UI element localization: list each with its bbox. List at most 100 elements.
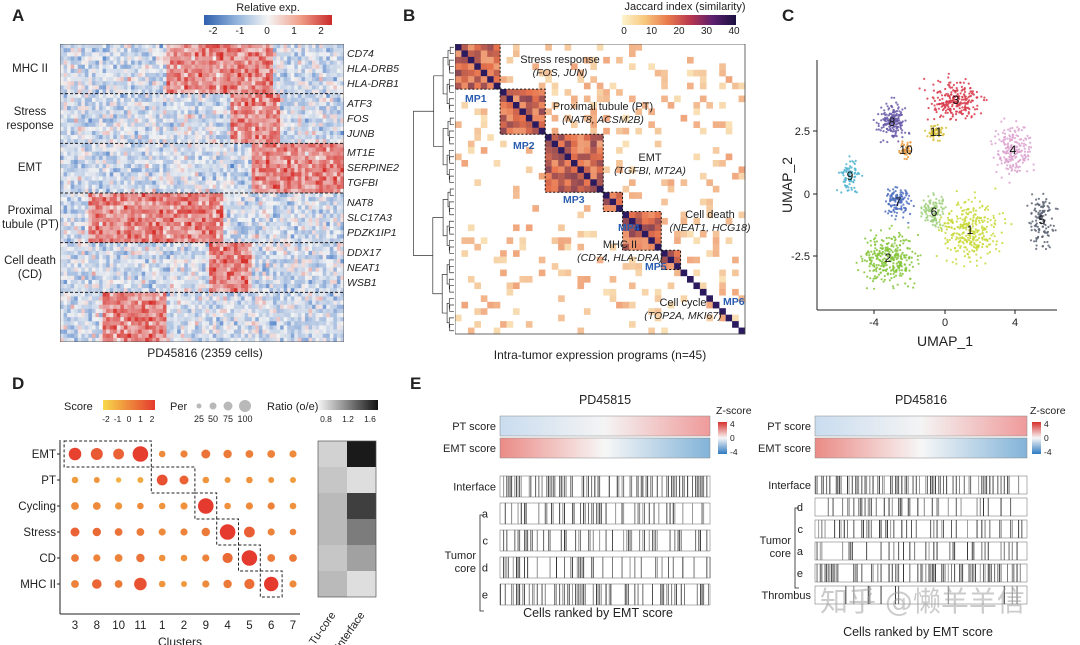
heatmap-cell (219, 60, 224, 65)
heatmap-cell (205, 226, 210, 231)
heatmap-cell (170, 246, 174, 252)
heatmap-cell (106, 296, 110, 301)
heatmap-cell (155, 130, 160, 136)
heatmap-cell (145, 275, 150, 281)
heatmap-cell (251, 184, 256, 190)
heatmap-cell (326, 135, 331, 140)
heatmap-cell (113, 147, 118, 152)
heatmap-cell (269, 292, 274, 297)
heatmap-cell (191, 188, 196, 194)
heatmap-cell (191, 234, 196, 239)
heatmap-cell (180, 155, 185, 161)
heatmap-cell (251, 81, 256, 86)
heatmap-cell (290, 151, 295, 157)
heatmap-cell (319, 77, 323, 82)
heatmap-cell (148, 246, 153, 252)
heatmap-cell (333, 184, 338, 190)
heatmap-cell (276, 184, 281, 190)
heatmap-cell (120, 56, 125, 61)
heatmap-cell (241, 292, 245, 297)
heatmap-cell (170, 139, 174, 144)
heatmap-cell (297, 292, 302, 297)
heatmap-cell (152, 180, 157, 186)
heatmap-cell (202, 56, 206, 61)
heatmap-cell (134, 77, 139, 82)
heatmap-cell (280, 85, 284, 90)
heatmap-cell (123, 246, 128, 252)
heatmap-cell (205, 126, 210, 132)
heatmap-cell (91, 126, 96, 132)
heatmap-cell (297, 164, 302, 169)
heatmap-cell (184, 296, 189, 301)
heatmap-cell (244, 122, 249, 128)
heatmap-cell (91, 255, 96, 260)
heatmap-cell (191, 106, 196, 111)
heatmap-cell (138, 60, 142, 65)
heatmap-cell (184, 106, 189, 111)
heatmap-cell (116, 56, 121, 61)
heatmap-cell (81, 147, 86, 152)
heatmap-cell (290, 101, 295, 107)
heatmap-cell (202, 118, 206, 123)
heatmap-cell (152, 188, 157, 194)
heatmap-cell (322, 68, 327, 74)
heatmap-cell (109, 296, 114, 301)
heatmap-cell (276, 213, 281, 219)
heatmap-cell (304, 275, 309, 281)
heatmap-cell (198, 164, 203, 169)
heatmap-cell (280, 143, 284, 148)
heatmap-cell (329, 60, 334, 65)
heatmap-cell (138, 85, 142, 90)
heatmap-cell (280, 60, 284, 65)
heatmap-cell (145, 172, 150, 177)
heatmap-cell (258, 296, 263, 301)
heatmap-cell (262, 180, 267, 186)
heatmap-cell (237, 184, 242, 190)
heatmap-cell (131, 279, 135, 285)
heatmap-cell (244, 255, 249, 260)
heatmap-cell (340, 122, 344, 128)
heatmap-cell (340, 97, 344, 103)
heatmap-cell (148, 164, 153, 169)
heatmap-cell (333, 85, 338, 90)
heatmap-cell (315, 164, 320, 169)
heatmap-cell (155, 68, 160, 74)
heatmap-cell (308, 292, 313, 297)
heatmap-cell (134, 246, 139, 252)
heatmap-cell (287, 267, 292, 272)
heatmap-cell (187, 275, 192, 281)
heatmap-cell (340, 135, 344, 140)
heatmap-cell (290, 271, 295, 277)
heatmap-cell (74, 52, 79, 57)
heatmap-cell (131, 250, 135, 256)
heatmap-cell (209, 64, 213, 70)
heatmap-cell (212, 93, 217, 99)
heatmap-cell (74, 139, 79, 144)
heatmap-cell (226, 246, 231, 252)
heatmap-cell (233, 255, 238, 260)
heatmap-cell (81, 255, 86, 260)
heatmap-cell (148, 126, 153, 132)
heatmap-cell (340, 126, 344, 132)
heatmap-cell (166, 155, 171, 161)
heatmap-cell (191, 259, 196, 264)
heatmap-cell (148, 114, 153, 119)
heatmap-cell (301, 77, 306, 82)
heatmap-cell (152, 85, 157, 90)
heatmap-cell (148, 197, 153, 202)
heatmap-cell (265, 122, 270, 128)
heatmap-cell (177, 93, 181, 99)
heatmap-cell (212, 97, 217, 103)
heatmap-cell (276, 259, 281, 264)
heatmap-cell (315, 201, 320, 206)
heatmap-cell (162, 193, 167, 198)
heatmap-cell (88, 197, 93, 202)
heatmap-cell (336, 135, 341, 140)
heatmap-cell (70, 85, 75, 90)
heatmap-cell (148, 168, 153, 173)
heatmap-cell (109, 122, 114, 128)
heatmap-cell (159, 147, 164, 152)
heatmap-cell (81, 159, 86, 165)
heatmap-cell (138, 97, 142, 103)
heatmap-cell (77, 284, 82, 289)
